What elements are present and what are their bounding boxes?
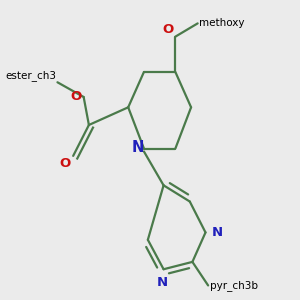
Text: O: O: [162, 23, 173, 36]
Text: pyr_ch3b: pyr_ch3b: [210, 280, 258, 291]
Text: N: N: [157, 276, 168, 289]
Text: N: N: [211, 226, 222, 239]
Text: methoxy: methoxy: [199, 18, 244, 28]
Text: N: N: [132, 140, 144, 154]
Text: O: O: [60, 158, 71, 170]
Text: ester_ch3: ester_ch3: [5, 70, 56, 81]
Text: O: O: [70, 91, 82, 103]
